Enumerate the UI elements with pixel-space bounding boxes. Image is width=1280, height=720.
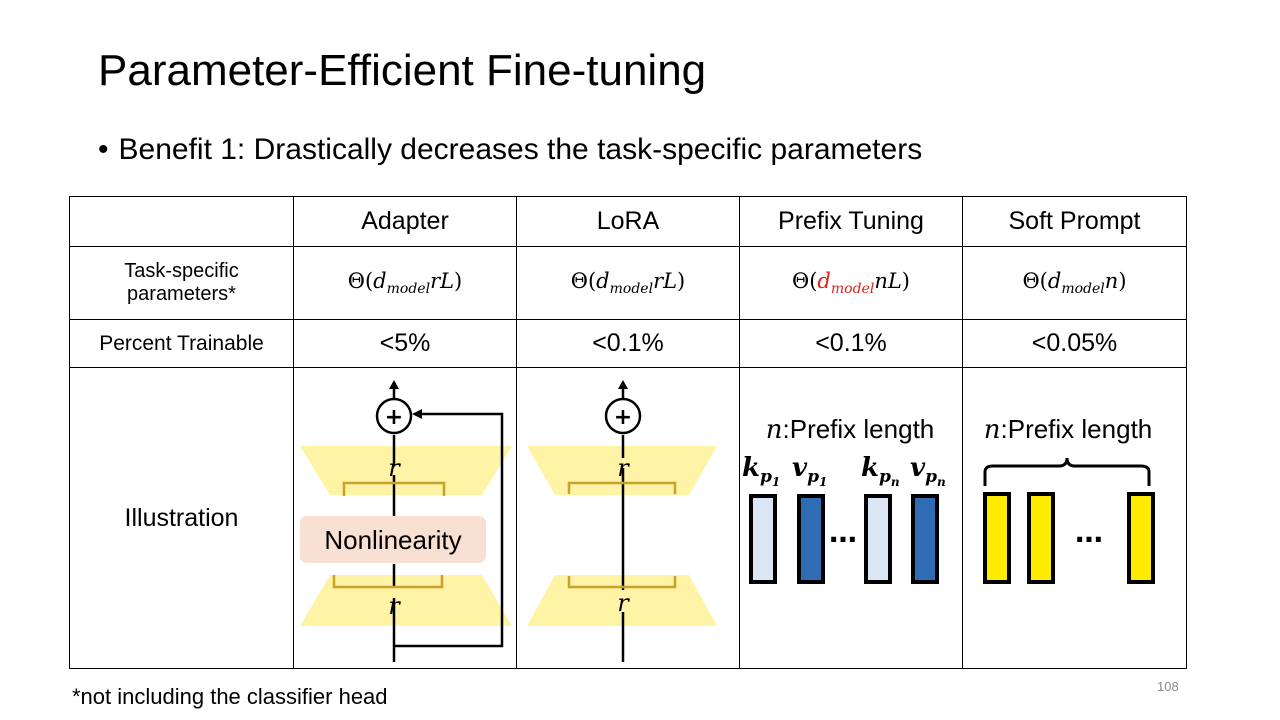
illustration-row: Illustration + r r Nonli [69, 367, 1187, 669]
page-number: 108 [1157, 679, 1179, 694]
adapter-bracket-bottom [332, 575, 444, 589]
d-model-highlight: dmodel [817, 268, 875, 298]
soft-prompt-ellipsis: … [1075, 516, 1103, 549]
lora-diagram: + r r [527, 380, 717, 662]
prefix-length-label: n:Prefix length [766, 414, 935, 445]
percent-prefix: <0.1% [739, 319, 963, 368]
soft-prompt-block-2 [1027, 492, 1055, 584]
adapter-down-trapezoid [300, 446, 512, 495]
header-soft-prompt: Soft Prompt [962, 196, 1187, 247]
header-lora: LoRA [516, 196, 740, 247]
adapter-skip-arrow [412, 409, 422, 419]
soft-prompt-block-1 [983, 492, 1011, 584]
adapter-plus-circle [375, 397, 413, 435]
lora-illustration: + r r [516, 367, 740, 669]
bullet-point: • Benefit 1: Drastically decreases the ta… [98, 133, 922, 167]
params-lora: Θ(dmodelrL) [516, 246, 740, 320]
percent-soft-prompt: <0.05% [962, 319, 1187, 368]
params-prefix-formula: Θ(dmodelnL) [792, 268, 910, 298]
adapter-r-bottom: r [388, 592, 401, 620]
key-n-block [864, 494, 892, 584]
adapter-bracket-top [342, 481, 446, 496]
adapter-diagram: + r r Nonlinearity [300, 380, 512, 662]
percent-label: Percent Trainable [69, 319, 294, 368]
percent-lora: <0.1% [516, 319, 740, 368]
comparison-table: Adapter LoRA Prefix Tuning Soft Prompt T… [69, 196, 1187, 669]
lora-output-arrow [618, 380, 628, 389]
lora-r-bottom: r [617, 589, 630, 617]
adapter-up-trapezoid [300, 575, 512, 626]
key-1-block [749, 494, 777, 584]
params-label-line1: Task-specific [124, 260, 239, 282]
soft-prompt-illustration: n:Prefix length … [962, 367, 1187, 669]
params-adapter: Θ(dmodelrL) [293, 246, 517, 320]
soft-prompt-block-n [1127, 492, 1155, 584]
nonlinearity-label: Nonlinearity [324, 525, 461, 555]
lora-plus-circle [604, 397, 642, 435]
adapter-illustration: + r r Nonlinearity [293, 367, 517, 669]
footnote: *not including the classifier head [72, 684, 388, 709]
value-1-block [797, 494, 825, 584]
header-empty-cell [69, 196, 294, 247]
prefix-diagram: n:Prefix length kp1 vp1 kpn vpn … [742, 414, 946, 584]
key-1-label: kp1 [742, 453, 780, 489]
soft-prompt-diagram: n:Prefix length … [983, 414, 1155, 584]
params-adapter-formula: Θ(dmodelrL) [347, 268, 463, 298]
adapter-plus-sign: + [385, 405, 403, 430]
key-n-label: kpn [861, 453, 900, 489]
lora-plus-sign: + [614, 405, 632, 430]
params-lora-formula: Θ(dmodelrL) [570, 268, 686, 298]
illustration-label: Illustration [69, 367, 294, 669]
value-n-label: vpn [910, 453, 946, 489]
soft-prefix-length-label: n:Prefix length [984, 414, 1153, 445]
header-row: Adapter LoRA Prefix Tuning Soft Prompt [69, 196, 1187, 247]
slide-title: Parameter-Efficient Fine-tuning [98, 46, 707, 95]
header-prefix-tuning: Prefix Tuning [739, 196, 963, 247]
header-adapter: Adapter [293, 196, 517, 247]
value-1-label: vp1 [792, 453, 827, 489]
params-soft-prompt: Θ(dmodeln) [962, 246, 1187, 320]
adapter-skip-connection [394, 412, 504, 648]
params-row: Task-specific parameters* Θ(dmodelrL) Θ(… [69, 246, 1187, 320]
percent-adapter: <5% [293, 319, 517, 368]
prefix-ellipsis: … [829, 516, 857, 549]
value-n-block [911, 494, 939, 584]
bullet-dot: • [98, 133, 109, 166]
bullet-text: Benefit 1: Drastically decreases the tas… [118, 133, 923, 166]
params-label-line2: parameters* [127, 283, 236, 305]
soft-prompt-brace [983, 457, 1151, 486]
lora-r-top: r [617, 454, 630, 482]
adapter-r-top: r [388, 454, 401, 482]
lora-bracket-top [567, 481, 677, 494]
lora-bracket-bottom [567, 576, 677, 589]
params-prefix: Θ(dmodelnL) [739, 246, 963, 320]
params-label: Task-specific parameters* [69, 246, 294, 320]
params-soft-formula: Θ(dmodeln) [1022, 268, 1127, 298]
adapter-output-arrow [389, 380, 399, 389]
nonlinearity-box [300, 516, 486, 563]
prefix-illustration: n:Prefix length kp1 vp1 kpn vpn … [739, 367, 963, 669]
percent-row: Percent Trainable <5% <0.1% <0.1% <0.05% [69, 319, 1187, 368]
